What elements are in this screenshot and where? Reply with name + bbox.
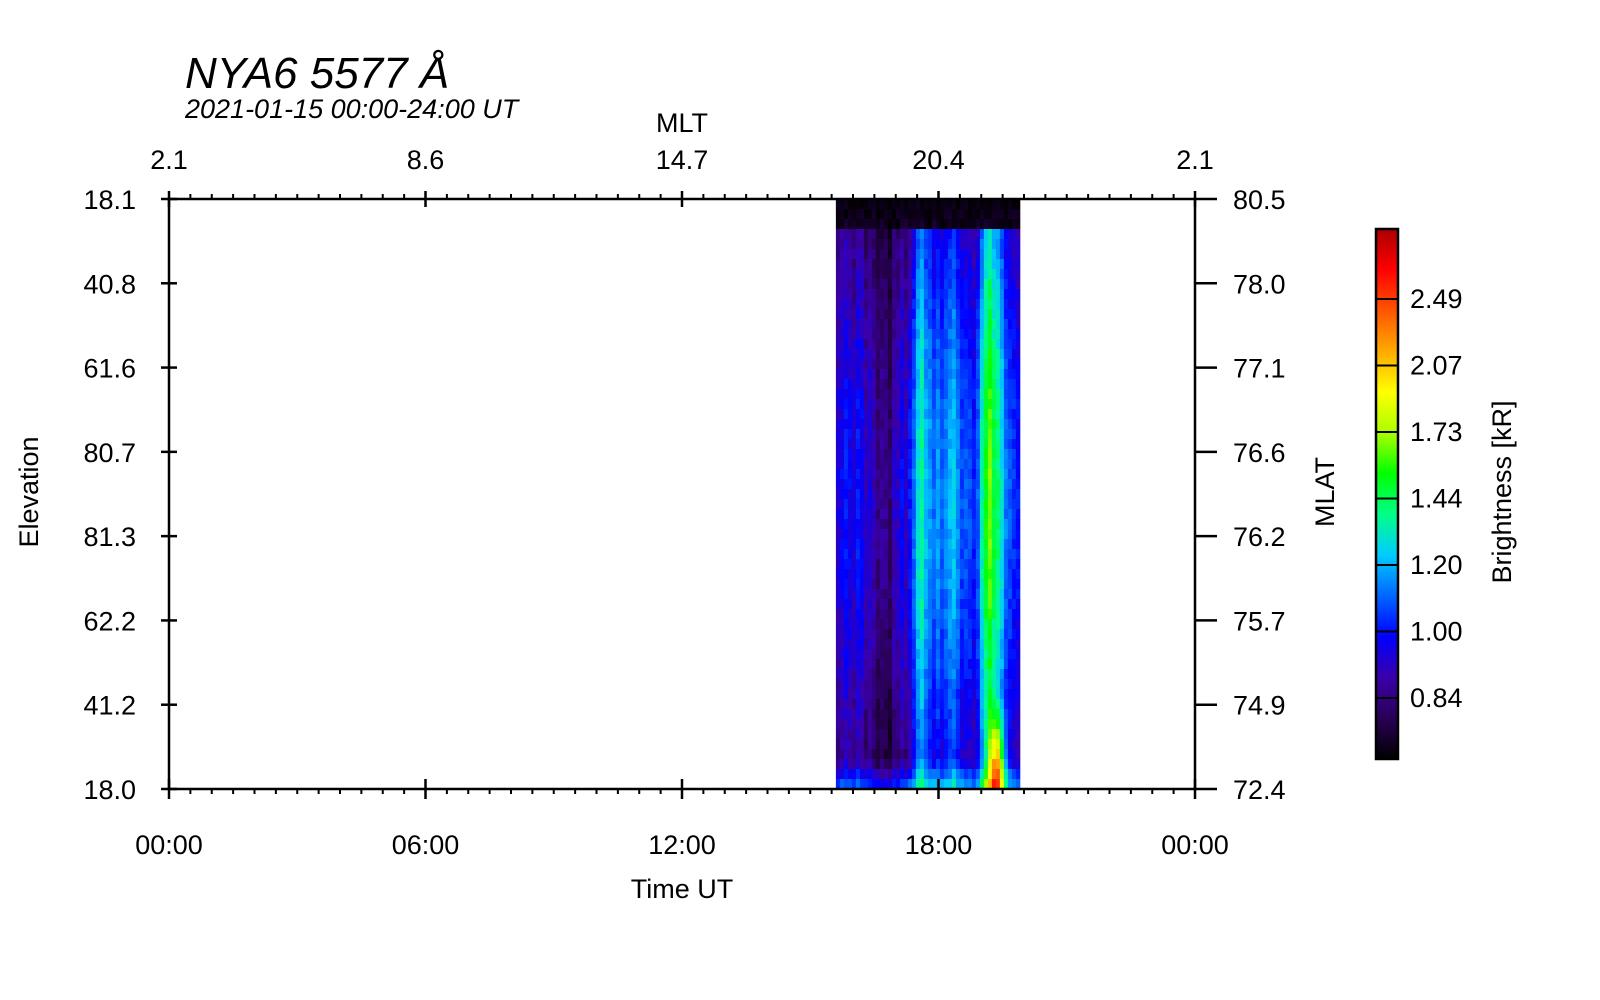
x-top-tick-label: 2.1	[1176, 145, 1214, 175]
chart-subtitle: 2021-01-15 00:00-24:00 UT	[184, 94, 521, 124]
y-right-tick-label: 72.4	[1233, 775, 1286, 805]
x-top-tick-label: 20.4	[912, 145, 965, 175]
y-left-tick-label: 18.0	[83, 775, 136, 805]
y-right-tick-label: 74.9	[1233, 691, 1286, 721]
y-left-tick-label: 62.2	[83, 606, 136, 636]
x-tick-label: 12:00	[648, 830, 716, 860]
y-right-tick-label: 80.5	[1233, 185, 1286, 215]
heatmap-shading	[835, 199, 1020, 789]
x-top-tick-label: 14.7	[656, 145, 709, 175]
x-tick-label: 00:00	[135, 830, 203, 860]
y-right-tick-label: 76.2	[1233, 522, 1286, 552]
colorbar-tick-label: 1.20	[1410, 550, 1463, 580]
y-left-tick-label: 61.6	[83, 354, 136, 384]
colorbar-label: Brightness [kR]	[1487, 400, 1517, 583]
colorbar	[1374, 227, 1400, 761]
x-tick-label: 06:00	[392, 830, 460, 860]
x-axis-label: Time UT	[631, 874, 734, 904]
heatmap-image	[835, 199, 1021, 790]
x-top-tick-label: 2.1	[150, 145, 188, 175]
x-top-tick-label: 8.6	[407, 145, 445, 175]
y-right-tick-label: 76.6	[1233, 438, 1286, 468]
y-left-tick-label: 80.7	[83, 438, 136, 468]
colorbar-tick-label: 0.84	[1410, 683, 1463, 713]
chart-title: NYA6 5577 Å	[185, 49, 449, 98]
colorbar-tick-label: 1.00	[1410, 617, 1463, 647]
y-left-axis-label: Elevation	[14, 436, 44, 547]
x-tick-label: 00:00	[1161, 830, 1229, 860]
colorbar-tick-label: 2.49	[1410, 284, 1463, 314]
y-left-tick-label: 41.2	[83, 691, 136, 721]
colorbar-tick-label: 1.73	[1410, 417, 1463, 447]
y-left-tick-label: 81.3	[83, 522, 136, 552]
y-left-tick-label: 40.8	[83, 269, 136, 299]
colorbar-tick-label: 1.44	[1410, 484, 1463, 514]
y-left-tick-label: 18.1	[83, 185, 136, 215]
y-right-tick-label: 78.0	[1233, 269, 1286, 299]
x-top-axis-label: MLT	[656, 108, 708, 138]
y-right-axis-label: MLAT	[1310, 457, 1340, 527]
y-right-tick-label: 75.7	[1233, 606, 1286, 636]
y-right-tick-label: 77.1	[1233, 354, 1286, 384]
x-tick-label: 18:00	[905, 830, 973, 860]
colorbar-tick-label: 2.07	[1410, 351, 1463, 381]
plot-frame	[167, 197, 1197, 791]
